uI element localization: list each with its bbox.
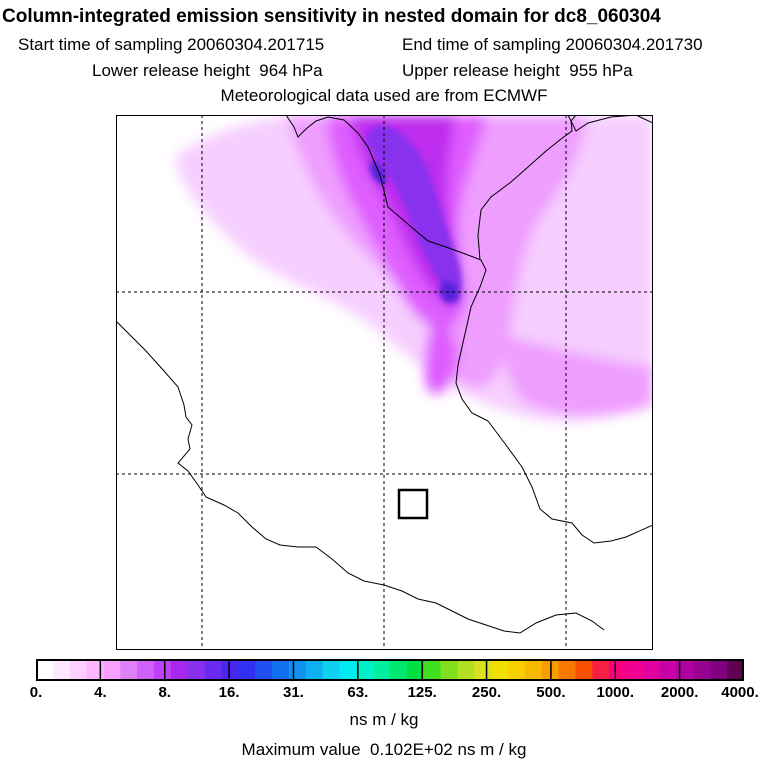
max-units: ns m / kg [457,740,527,759]
plume-core-region [365,124,462,294]
end-time: End time of sampling 20060304.201730 [402,35,703,55]
colorbar-swatch [491,659,509,681]
colorbar-swatch [676,659,695,681]
colorbar-swatch [390,659,408,681]
colorbar-swatch [52,659,71,681]
colorbar-units: ns m / kg [349,710,419,729]
colorbar-tick-label: 4. [94,684,107,701]
colorbar-swatch [103,659,121,681]
map-svg [116,115,653,650]
colorbar-tick-label: 16. [218,684,240,701]
colorbar-tick-label: 2000. [660,684,699,701]
colorbar-swatch [558,659,577,681]
maximum-value: Maximum value 0.102E+02 ns m / kg [0,740,768,760]
coastline-southeast [487,420,653,544]
colorbar-tick-label: 125. [407,684,437,701]
plume-peak-blob [439,280,460,304]
colorbar-swatch [170,659,189,681]
colorbar-swatch [339,659,357,681]
colorbar-swatch [356,659,374,681]
colorbar-tick-label: 1000. [596,684,635,701]
colorbar-tick-labels: 0. 4. 8. 16. 31. 63. 125. 250. 500. 1000. 2000. 400… [0,684,768,704]
colorbar-swatch [626,659,644,681]
colorbar-swatch [710,659,728,681]
upper-release-label: Upper release height [402,61,560,80]
colorbar-swatch [221,659,239,681]
colorbar-tick-label: 31. [283,684,304,701]
colorbar-svg [35,659,745,681]
colorbar-swatch [592,659,610,681]
colorbar-swatch [187,659,206,681]
plume-light-southeast [504,335,653,417]
coastline-west [116,320,605,634]
release-box [397,488,429,520]
colorbar-swatch [423,659,442,681]
start-time-value: 20060304.201715 [187,35,325,54]
colorbar-swatch [474,659,492,681]
colorbar-swatch [204,659,223,681]
colorbar-swatch [154,659,172,681]
colorbar-tick-label: 4000. [721,684,759,701]
colorbar-swatch [575,659,593,681]
end-time-label: End time of sampling [402,35,561,54]
lower-release-height: Lower release height 964 hPa [92,61,323,81]
plume-peak-north [370,160,387,185]
coastlines [116,115,653,634]
colorbar-swatch [508,659,526,681]
coastline-north [285,115,489,422]
lower-release-value: 964 hPa [259,61,323,80]
met-data-source: Meteorological data used are from ECMWF [220,86,548,105]
upper-release-height: Upper release height 955 hPa [402,61,633,81]
colorbar-swatch [693,659,711,681]
colorbar-swatch [727,659,745,681]
colorbar-swatch [457,659,475,681]
colorbar-tick-label: 63. [347,684,369,701]
grid-lines [116,115,653,650]
colorbar-swatch [69,659,88,681]
colorbar-frame [36,659,744,681]
colorbar-swatch [642,659,661,681]
colorbar-tick-label: 8. [158,684,171,701]
max-value: 0.102E+02 [370,740,453,759]
colorbar-swatch [86,659,105,681]
colorbar-swatch [609,659,627,681]
colorbar-swatch [322,659,341,681]
colorbar-swatch [120,659,138,681]
colorbar-swatch [238,659,256,681]
colorbar-swatch [255,659,273,681]
colorbar-swatch [524,659,543,681]
start-time: Start time of sampling 20060304.201715 [18,35,324,55]
colorbar-swatch [137,659,155,681]
colorbar-swatch [659,659,678,681]
colorbar-swatch [406,659,425,681]
colorbar-tick-label: 0. [29,684,43,701]
lower-release-label: Lower release height [92,61,250,80]
plot-title: Column-integrated emission sensitivity i… [2,6,661,27]
upper-release-value: 955 hPa [569,61,633,80]
colorbar-swatch [305,659,324,681]
colorbar-swatch [36,659,54,681]
end-time-value: 20060304.201730 [565,35,703,54]
sensitivity-map [116,115,653,650]
colorbar-swatch [272,659,290,681]
coastline-northeast [477,115,577,261]
map-frame [116,115,653,650]
max-label: Maximum value [241,740,361,759]
colorbar [35,659,745,681]
colorbar-swatch [288,659,307,681]
start-time-label: Start time of sampling [18,35,183,54]
coastline-corner [567,115,653,132]
plume-mid-tail [424,315,458,394]
colorbar-swatch [373,659,391,681]
plume-layer [176,115,653,422]
colorbar-swatch [440,659,459,681]
colorbar-tick-label: 500. [536,684,566,701]
colorbar-tick-label: 250. [471,684,502,701]
